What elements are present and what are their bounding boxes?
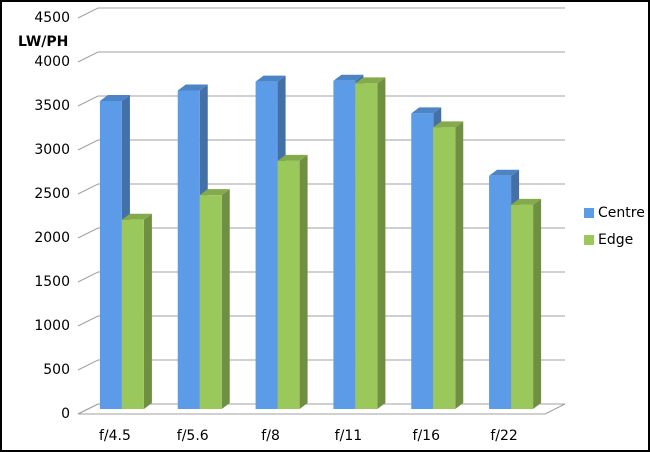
bar-face xyxy=(99,101,122,409)
bar xyxy=(433,121,464,410)
bar-face xyxy=(411,113,434,409)
bar-face xyxy=(433,121,464,128)
y-tick-label: 500 xyxy=(43,362,70,378)
bar-face xyxy=(177,84,208,91)
y-tick-label: 4000 xyxy=(34,54,70,70)
y-axis-title: LW/PH xyxy=(18,34,68,50)
bar-face xyxy=(255,81,278,409)
x-tick-label: f/22 xyxy=(490,428,517,444)
grid-line xyxy=(77,95,565,107)
bar xyxy=(277,154,308,409)
y-tick-label: 0 xyxy=(61,406,70,422)
bar-face xyxy=(177,90,200,409)
bar-face xyxy=(455,121,464,410)
bar-face xyxy=(277,160,300,409)
bar-face xyxy=(333,80,356,409)
grid-line xyxy=(77,271,565,283)
bar-face xyxy=(199,195,222,409)
grid-line xyxy=(77,315,565,327)
bar-face xyxy=(99,95,130,101)
legend-swatch xyxy=(584,235,594,245)
bar-face xyxy=(299,154,308,409)
legend-label: Centre xyxy=(598,205,645,221)
y-tick-label: 2000 xyxy=(34,230,70,246)
y-tick-label: 2500 xyxy=(34,186,70,202)
grid-line xyxy=(77,359,565,371)
bar-face xyxy=(433,127,456,410)
legend-swatch xyxy=(584,208,594,218)
grid-line xyxy=(77,403,565,415)
grid-line xyxy=(77,227,565,239)
x-tick-label: f/11 xyxy=(335,428,362,444)
bar xyxy=(511,198,542,409)
bar-face xyxy=(355,77,386,84)
bar-face xyxy=(355,83,378,410)
bar-face xyxy=(221,189,230,409)
bar-face xyxy=(489,175,512,409)
bar-face xyxy=(411,107,442,114)
bar-face xyxy=(533,198,542,409)
bar-face xyxy=(511,198,542,205)
y-tick-label: 4500 xyxy=(34,10,70,26)
y-tick-label: 3000 xyxy=(34,142,70,158)
x-tick-label: f/4.5 xyxy=(99,428,131,444)
bar-face xyxy=(121,219,144,409)
y-tick-label: 1500 xyxy=(34,274,70,290)
bar-face xyxy=(121,213,152,220)
bar-face xyxy=(333,74,364,81)
bar xyxy=(355,77,386,410)
grid-line xyxy=(77,183,565,195)
x-tick-label: f/5.6 xyxy=(177,428,209,444)
y-tick-label: 3500 xyxy=(34,98,70,114)
x-tick-label: f/16 xyxy=(413,428,441,444)
grid-line xyxy=(77,139,565,151)
y-tick-label: 1000 xyxy=(34,318,70,334)
bar-face xyxy=(255,75,286,82)
bar-face xyxy=(143,213,152,409)
grid-line xyxy=(77,51,565,63)
grid-line xyxy=(77,7,565,19)
bar xyxy=(199,189,230,409)
bar-face xyxy=(511,204,534,409)
x-tick-label: f/8 xyxy=(261,428,280,444)
bar-face xyxy=(489,169,520,176)
legend-label: Edge xyxy=(598,232,633,248)
bar-face xyxy=(199,189,230,196)
bar-face xyxy=(377,77,386,410)
bar xyxy=(121,213,152,409)
bar-face xyxy=(277,154,308,161)
